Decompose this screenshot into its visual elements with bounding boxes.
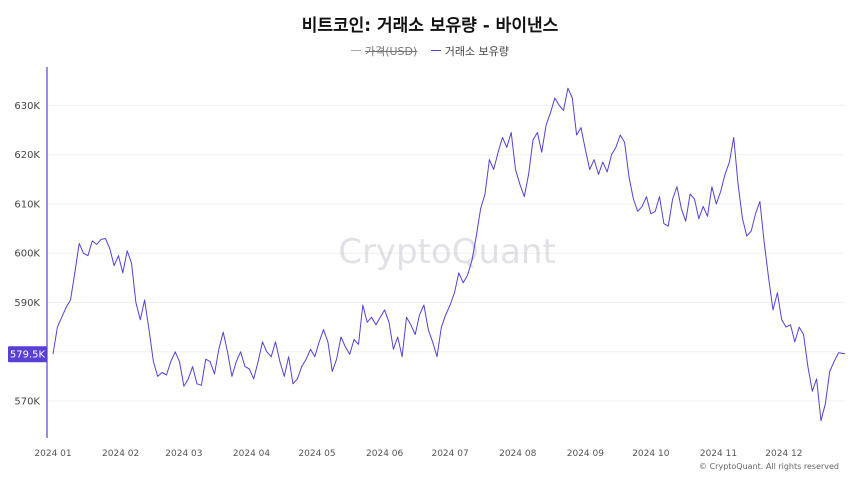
chart-title: 비트코인: 거래소 보유량 - 바이낸스 [301, 16, 559, 36]
last-value-badge-bg [8, 346, 47, 363]
x-axis-ticks: 2024 01 2024 02 2024 03 2024 04 2024 05 2024 … [34, 449, 802, 459]
x-tick-label: 2024 01 [34, 449, 71, 459]
series-line-exchange-reserve [52, 87, 846, 422]
legend-item-reserve[interactable]: 거래소 보유량 [430, 43, 510, 59]
legend-label-reserve: 거래소 보유량 [444, 44, 510, 58]
y-tick-label: 620K [14, 150, 40, 161]
x-tick-label: 2024 02 [102, 449, 139, 459]
legend: 가격(USD) 거래소 보유량 [0, 41, 860, 59]
y-tick-label: 610K [14, 199, 40, 210]
y-tick-label: 570K [14, 397, 40, 408]
x-tick-label: 2024 11 [700, 449, 737, 459]
legend-label-price: 가격(USD) [364, 44, 418, 58]
x-tick-label: 2024 12 [765, 449, 802, 459]
y-tick-label: 630K [14, 101, 40, 112]
x-tick-label: 2024 08 [499, 449, 536, 459]
watermark: CryptoQuant [338, 232, 556, 272]
x-tick-label: 2024 10 [632, 449, 669, 459]
x-tick-label: 2024 05 [298, 449, 335, 459]
y-tick-label: 600K [14, 249, 40, 260]
legend-item-price[interactable]: 가격(USD) [350, 43, 418, 59]
grid-lines [47, 104, 845, 402]
last-value-label: 579.5K [10, 350, 46, 361]
x-tick-label: 2024 03 [165, 449, 202, 459]
legend-swatch-reserve [430, 50, 441, 51]
copyright-text: © CryptoQuant. All rights reserved [699, 462, 839, 471]
x-tick-label: 2024 04 [233, 449, 270, 459]
x-tick-label: 2024 06 [366, 449, 403, 459]
last-value-badge: 579.5K [8, 346, 47, 363]
x-tick-label: 2024 07 [431, 449, 468, 459]
y-tick-label: 590K [14, 298, 40, 309]
legend-swatch-price [350, 50, 361, 51]
x-tick-label: 2024 09 [567, 449, 604, 459]
